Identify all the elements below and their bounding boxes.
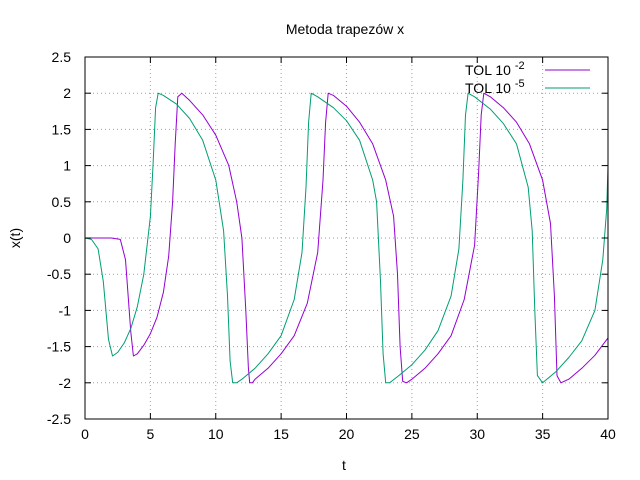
x-axis-label: t — [342, 457, 346, 473]
x-tick-label: 10 — [208, 426, 224, 442]
y-tick-label: -2 — [59, 375, 72, 391]
y-tick-label: 2.5 — [52, 49, 72, 65]
y-axis-label: x(t) — [7, 228, 23, 248]
y-tick-label: -1.5 — [47, 339, 71, 355]
y-tick-label: 1.5 — [52, 121, 72, 137]
x-tick-label: 5 — [146, 426, 154, 442]
y-tick-label: 1 — [63, 158, 71, 174]
y-tick-label: -1 — [59, 302, 72, 318]
x-tick-label: 30 — [469, 426, 485, 442]
x-tick-label: 20 — [339, 426, 355, 442]
legend-entry-label: TOL 10 -5 — [465, 78, 525, 96]
series-line-1 — [85, 92, 609, 384]
y-tick-label: -0.5 — [47, 266, 71, 282]
axis-ticks: 0 5 10 15 20 25 30 35 40 -2.5 -2 -1.5 -1 -0.5 0 0.5 1 1.5… — [47, 49, 616, 442]
x-tick-label: 0 — [81, 426, 89, 442]
x-tick-label: 40 — [600, 426, 616, 442]
y-tick-label: 0 — [63, 230, 71, 246]
y-tick-label: 0.5 — [52, 194, 72, 210]
chart-title: Metoda trapezów x — [286, 21, 404, 37]
x-tick-label: 15 — [273, 426, 289, 442]
x-tick-label: 25 — [404, 426, 420, 442]
y-tick-label: 2 — [63, 85, 71, 101]
series-lines — [84, 92, 609, 384]
gridlines — [85, 57, 608, 419]
series-line-2 — [84, 92, 609, 384]
legend-entry-label: TOL 10 -2 — [465, 60, 525, 78]
y-tick-label: -2.5 — [47, 411, 71, 427]
x-tick-label: 35 — [535, 426, 551, 442]
